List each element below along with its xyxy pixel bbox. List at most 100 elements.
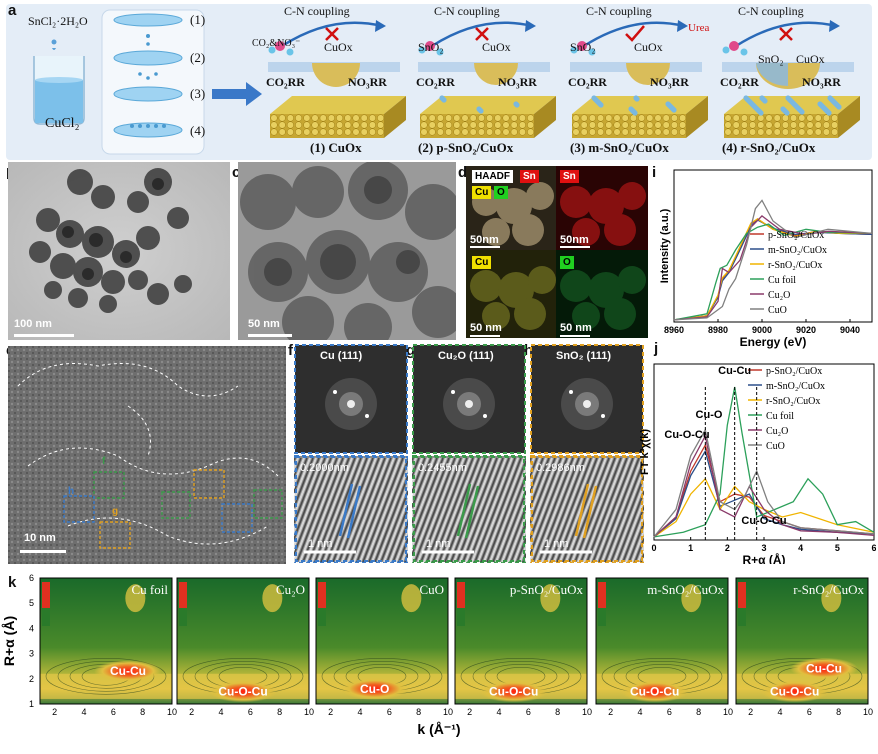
series-line — [653, 433, 875, 538]
slab-atom — [605, 114, 613, 122]
x-tick-label: 2 — [189, 707, 194, 717]
fringe-line — [412, 457, 444, 541]
fringe-line — [570, 457, 614, 563]
sno2-dot — [836, 104, 842, 110]
catalyst-module-3 — [570, 20, 708, 138]
wavelet-frame — [595, 577, 729, 705]
slab-atom — [740, 128, 748, 136]
slab-atom — [605, 128, 613, 136]
peak-label: Cu-O — [360, 682, 389, 696]
fringe-line — [414, 457, 456, 563]
fringe-line — [530, 457, 566, 550]
slab-atom — [445, 114, 453, 122]
slab-atom — [461, 128, 469, 136]
fringe-line — [446, 457, 490, 563]
fringe-line — [498, 489, 526, 563]
slab-atom — [311, 121, 319, 129]
x-tick-label: 4 — [777, 707, 782, 717]
fringe-line — [586, 457, 628, 563]
slab-side — [384, 96, 406, 138]
wavelet-blob — [125, 584, 146, 613]
fringe-line — [530, 457, 550, 510]
colorbar — [738, 582, 746, 626]
fft-scale-text: 1 nm — [544, 538, 569, 550]
blocked-icon — [325, 27, 339, 41]
x-axis-label: R+α (Å) — [742, 552, 785, 564]
fft-panel-2 — [412, 344, 526, 563]
colorbar-low — [598, 608, 606, 626]
slab-atom — [773, 121, 781, 129]
peak-label: Cu-O-Cu — [489, 684, 538, 698]
co2rr-label: CO₂RR — [416, 75, 455, 89]
spacing-marker — [582, 485, 598, 539]
sno2-dot — [632, 110, 638, 116]
fft-scale-text: 1 nm — [426, 538, 451, 550]
slab-atom — [477, 114, 485, 122]
slab-side — [534, 96, 556, 138]
x-tick-label: 6 — [871, 543, 876, 553]
slab-atom — [749, 114, 757, 122]
x-tick-label: 8 — [696, 707, 701, 717]
slab-atom — [518, 128, 526, 136]
slab-atom — [646, 121, 654, 129]
slab-atom — [436, 121, 444, 129]
slab-atom — [621, 121, 629, 129]
spacing-text: 0.2986nm — [536, 462, 585, 474]
slab-atom — [679, 128, 687, 136]
fringe-line — [412, 457, 430, 503]
tag-o: O — [560, 256, 574, 269]
ifft-border — [295, 456, 407, 562]
y-axis-label: R+α (Å) — [1, 616, 17, 666]
beaker-illustration — [33, 39, 85, 125]
x-tick-label: 8960 — [664, 325, 684, 335]
wavelet-peak — [94, 660, 162, 683]
coupling-arrow — [735, 21, 837, 48]
sno2-dot — [598, 102, 604, 108]
slab-atom — [486, 128, 494, 136]
hrtem-image-e — [8, 346, 286, 564]
step-stack — [101, 9, 205, 155]
no3rr-label: NO₃RR — [498, 75, 537, 89]
slab-atom — [453, 121, 461, 129]
check-icon — [625, 25, 645, 42]
x-tick-label: 10 — [304, 707, 314, 717]
y-tick-label: 4 — [29, 623, 34, 633]
x-axis-label: k (Å⁻¹) — [417, 721, 460, 737]
panel-label-k: k — [8, 574, 17, 591]
xanes-chart: 8960 8980 9000 9020 9040 Energy (eV) Intensity… — [659, 169, 873, 349]
slab-atom — [732, 121, 740, 129]
annotation-cu-o: Cu-O — [696, 409, 723, 421]
fringe-line — [294, 457, 306, 488]
fringe-line — [346, 457, 390, 563]
coupling-arrow — [431, 21, 533, 48]
slab-atom — [806, 121, 814, 129]
slab-atom — [781, 114, 789, 122]
feed-label: CO₂&NO₃⁻ — [252, 38, 301, 49]
slab-atom — [270, 121, 278, 129]
fft-spot — [365, 414, 369, 418]
fft-title: Cu (111) — [320, 350, 363, 362]
map-o — [556, 250, 648, 338]
scale-bar-b — [14, 334, 74, 337]
legend-label: Cu₂O — [766, 426, 788, 437]
cuox-label: CuOx — [796, 52, 825, 66]
x-tick-label: 4 — [357, 707, 362, 717]
fringe-line — [530, 457, 538, 479]
fringe-line — [568, 457, 610, 563]
wavelet-blob — [262, 584, 283, 613]
plot-frame — [673, 169, 873, 323]
slab-atom — [757, 128, 765, 136]
coupling-arrowhead — [829, 20, 840, 32]
sno2-dot — [799, 109, 805, 115]
slab-atom — [629, 114, 637, 122]
fringe-line — [294, 457, 332, 557]
slab-atom — [360, 128, 368, 136]
wavelet-frame — [39, 577, 173, 705]
slab-atom — [494, 128, 502, 136]
legend-label: Cu foil — [766, 411, 794, 422]
wavelet-title: m-SnO₂/CuOx — [647, 582, 724, 597]
slab-atom — [461, 114, 469, 122]
x-tick-label: 8 — [277, 707, 282, 717]
x-tick-label: 5 — [835, 543, 840, 553]
slab-atom — [629, 121, 637, 129]
